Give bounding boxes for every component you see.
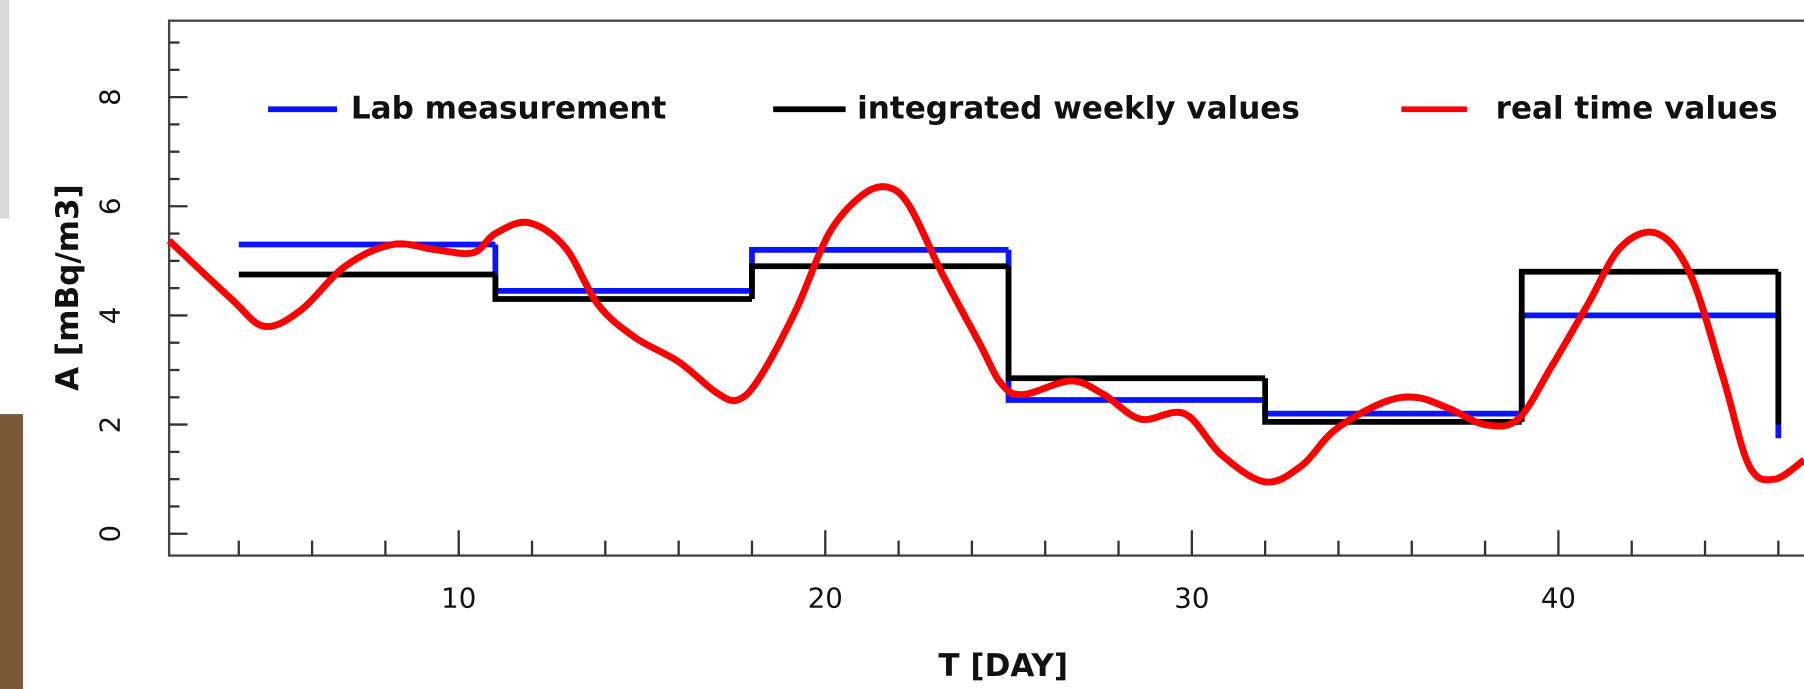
y-tick-label: 0 — [94, 525, 127, 543]
y-tick-label: 4 — [94, 307, 127, 325]
text-fragment — [0, 0, 9, 219]
legend-label: Lab measurement — [351, 90, 667, 126]
photo-edge — [0, 414, 23, 689]
x-axis-label: T [DAY] — [938, 648, 1068, 684]
legend-label: integrated weekly values — [857, 90, 1300, 126]
legend-label: real time values — [1496, 90, 1778, 126]
chart: T [DAY] A [mBq/m3] 10 20 30 40 0 2 4 6 8 Lab meas… — [0, 0, 1804, 689]
x-tick-label: 10 — [441, 581, 476, 614]
y-tick-label: 6 — [94, 197, 127, 215]
y-axis-label: A [mBq/m3] — [50, 184, 86, 391]
y-tick-label: 8 — [94, 88, 127, 106]
x-tick-label: 40 — [1541, 581, 1576, 614]
x-tick-label: 30 — [1174, 581, 1209, 614]
y-tick-label: 2 — [94, 416, 127, 434]
x-tick-label: 20 — [808, 581, 843, 614]
